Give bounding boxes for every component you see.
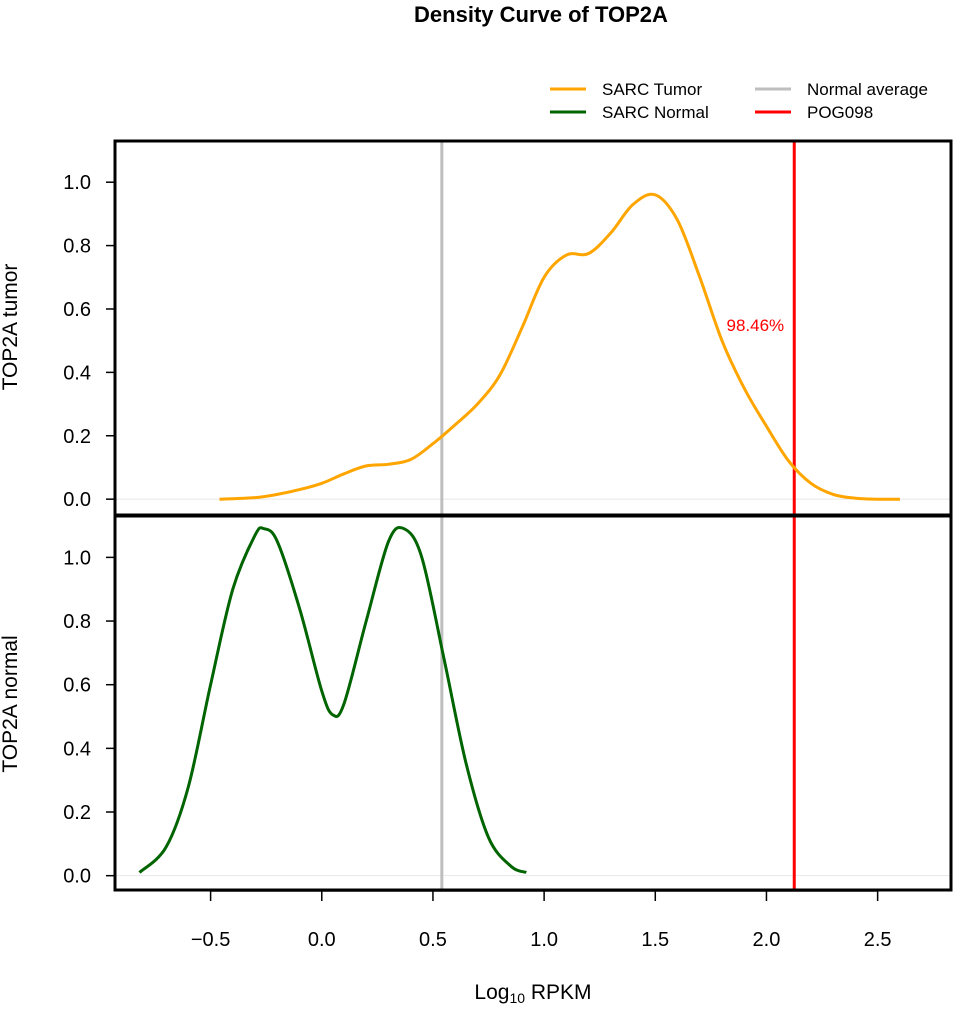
x-tick-label: 2.5 (864, 929, 892, 951)
x-axis-label-prefix: Log (474, 981, 509, 1004)
x-axis: −0.5 0.0 0.5 1.0 1.5 2.0 2.5 (191, 890, 892, 951)
tumor-plot-area: 98.46% (219, 141, 900, 515)
legend-label-normal-average: Normal average (807, 80, 928, 99)
normal-y-tick-label: 0.0 (63, 866, 91, 888)
x-axis-label: Log10 RPKM (474, 981, 591, 1006)
normal-y-tick-label: 0.8 (63, 611, 91, 633)
normal-y-tick-label: 0.6 (63, 675, 91, 697)
normal-ylabel: TOP2A normal (0, 635, 22, 772)
normal-y-axis: 0.0 0.2 0.4 0.6 0.8 1.0 (63, 547, 115, 888)
tumor-y-tick-label: 0.0 (63, 489, 91, 511)
legend-label-normal: SARC Normal (602, 103, 709, 122)
tumor-ylabel: TOP2A tumor (0, 264, 22, 391)
tumor-y-axis: 0.0 0.2 0.4 0.6 0.8 1.0 (63, 172, 115, 511)
x-tick-label: 1.0 (530, 929, 558, 951)
legend-label-tumor: SARC Tumor (602, 80, 702, 99)
normal-density-line (138, 525, 527, 874)
legend-label-sample: POG098 (807, 103, 873, 122)
tumor-y-tick-label: 0.8 (63, 236, 91, 258)
normal-plot-area (138, 516, 796, 890)
percentile-annotation: 98.46% (727, 316, 785, 335)
x-tick-label: 0.0 (308, 929, 336, 951)
tumor-y-tick-label: 0.4 (63, 362, 91, 384)
normal-y-tick-label: 1.0 (63, 547, 91, 569)
x-tick-label: −0.5 (191, 929, 230, 951)
tumor-y-tick-label: 1.0 (63, 172, 91, 194)
normal-panel-frame (113, 514, 953, 892)
normal-y-tick-label: 0.4 (63, 738, 91, 760)
x-axis-label-subscript: 10 (509, 990, 525, 1006)
tumor-panel: 0.0 0.2 0.4 0.6 0.8 1.0 98.46% TOP2A tumor (0, 139, 953, 517)
legend: SARC Tumor SARC Normal Normal average PO… (550, 80, 928, 122)
x-tick-label: 2.0 (753, 929, 781, 951)
chart-title: Density Curve of TOP2A (414, 2, 668, 27)
tumor-panel-frame (113, 139, 953, 517)
normal-panel: 0.0 0.2 0.4 0.6 0.8 1.0 −0.5 0.0 0.5 1.0 1.5 2.0 2.… (0, 514, 953, 951)
normal-y-tick-label: 0.2 (63, 802, 91, 824)
tumor-y-tick-label: 0.6 (63, 299, 91, 321)
x-axis-label-suffix: RPKM (525, 981, 592, 1004)
x-tick-label: 1.5 (641, 929, 669, 951)
tumor-density-line (219, 192, 900, 501)
x-tick-label: 0.5 (419, 929, 447, 951)
tumor-y-tick-label: 0.2 (63, 426, 91, 448)
